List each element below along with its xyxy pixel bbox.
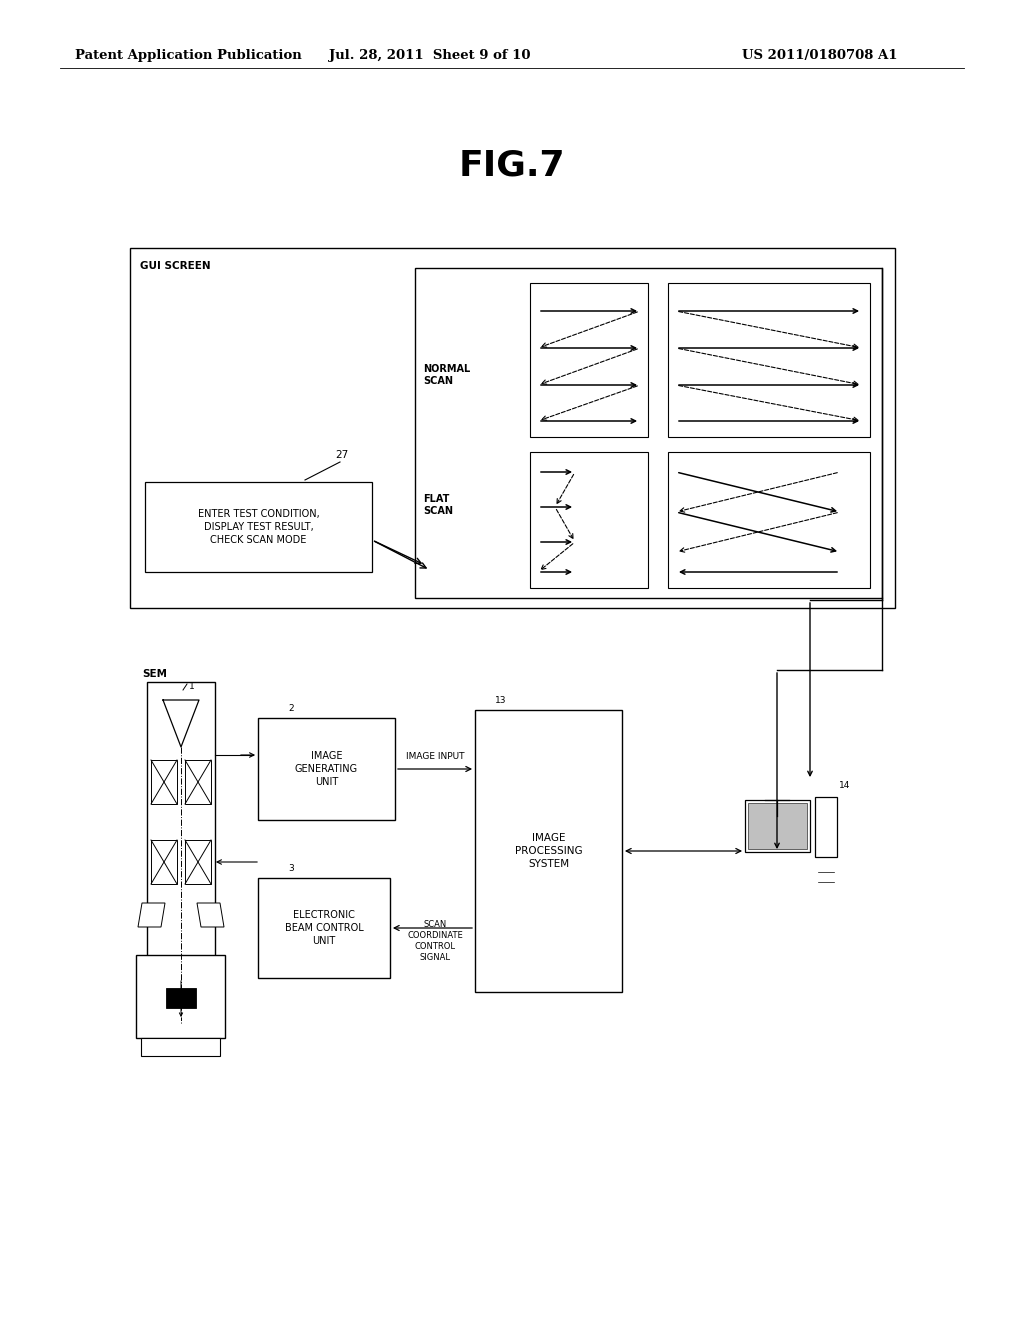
Bar — [668, 451, 870, 587]
Text: 27: 27 — [335, 450, 348, 459]
Text: 1: 1 — [189, 682, 195, 690]
Text: SEM: SEM — [142, 669, 167, 678]
Bar — [475, 710, 622, 993]
Bar — [130, 248, 895, 609]
Text: FIG.7: FIG.7 — [459, 148, 565, 182]
Text: Patent Application Publication: Patent Application Publication — [75, 49, 302, 62]
Bar — [530, 451, 648, 587]
Bar — [415, 268, 882, 598]
Text: 13: 13 — [495, 696, 507, 705]
Text: NORMAL
SCAN: NORMAL SCAN — [423, 364, 470, 387]
Bar — [258, 878, 390, 978]
Text: IMAGE INPUT: IMAGE INPUT — [406, 752, 464, 762]
Bar — [141, 1038, 220, 1056]
Bar — [147, 682, 215, 1038]
Text: Jul. 28, 2011  Sheet 9 of 10: Jul. 28, 2011 Sheet 9 of 10 — [330, 49, 530, 62]
Bar — [166, 987, 196, 1008]
Bar — [668, 282, 870, 437]
Text: 2: 2 — [288, 704, 294, 713]
Text: US 2011/0180708 A1: US 2011/0180708 A1 — [742, 49, 898, 62]
Bar — [530, 282, 648, 437]
Text: IMAGE
GENERATING
UNIT: IMAGE GENERATING UNIT — [295, 751, 358, 787]
Bar — [748, 803, 807, 849]
Text: IMAGE
PROCESSING
SYSTEM: IMAGE PROCESSING SYSTEM — [515, 833, 583, 869]
Text: ELECTRONIC
BEAM CONTROL
UNIT: ELECTRONIC BEAM CONTROL UNIT — [285, 909, 364, 946]
Text: 14: 14 — [839, 781, 850, 789]
Bar — [151, 840, 177, 884]
Polygon shape — [197, 903, 224, 927]
Text: GUI SCREEN: GUI SCREEN — [140, 261, 211, 271]
Bar — [185, 760, 211, 804]
Text: FLAT
SCAN: FLAT SCAN — [423, 494, 453, 516]
Text: ENTER TEST CONDITION,
DISPLAY TEST RESULT,
CHECK SCAN MODE: ENTER TEST CONDITION, DISPLAY TEST RESUL… — [198, 508, 319, 545]
Bar — [151, 760, 177, 804]
Text: 3: 3 — [288, 865, 294, 873]
Bar — [258, 718, 395, 820]
Bar — [815, 797, 837, 857]
Bar — [145, 482, 372, 572]
Bar — [185, 840, 211, 884]
Text: SCAN
COORDINATE
CONTROL
SIGNAL: SCAN COORDINATE CONTROL SIGNAL — [408, 920, 463, 962]
Bar — [136, 954, 225, 1038]
Bar — [745, 800, 810, 851]
Polygon shape — [138, 903, 165, 927]
